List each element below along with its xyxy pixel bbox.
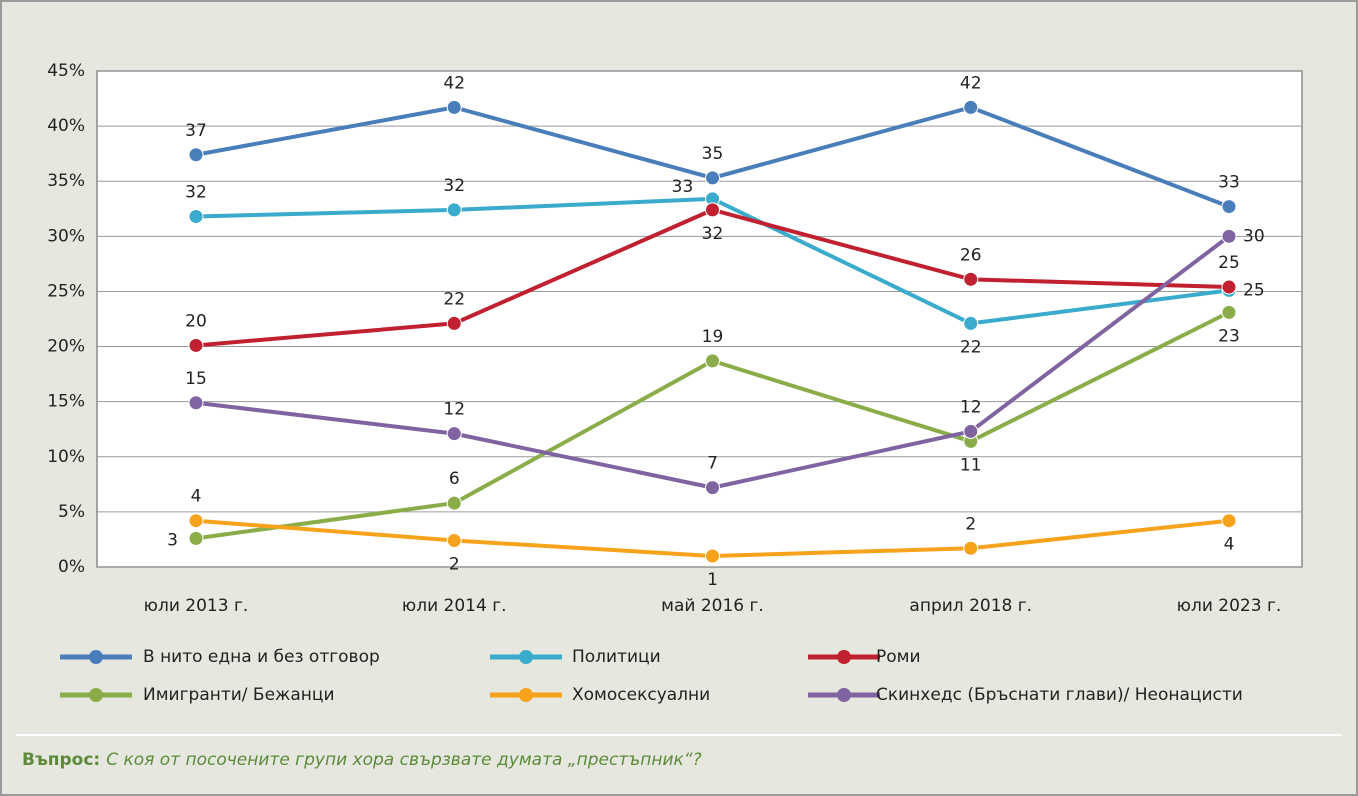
data-label: 20: [185, 311, 207, 331]
data-point: [188, 147, 204, 163]
data-label: 32: [185, 182, 207, 202]
data-label: 32: [443, 176, 465, 196]
data-point: [705, 202, 720, 218]
legend-marker: [519, 688, 533, 702]
data-point: [705, 170, 720, 186]
data-label: 12: [960, 397, 982, 417]
data-point: [446, 426, 462, 442]
data-point: [188, 208, 204, 224]
data-label: 2: [449, 555, 460, 575]
data-point: [705, 480, 720, 496]
data-point: [188, 530, 204, 546]
legend-marker: [89, 688, 103, 702]
data-label: 23: [1218, 326, 1240, 346]
legend-label: Роми: [876, 647, 921, 667]
data-label: 33: [672, 177, 694, 197]
legend-label: Политици: [572, 647, 661, 667]
data-point: [705, 548, 720, 564]
data-point: [446, 533, 462, 549]
data-label: 22: [443, 289, 465, 309]
legend-label: Хомосексуални: [572, 685, 710, 705]
legend-marker: [837, 650, 851, 664]
x-tick-label: април 2018 г.: [909, 596, 1032, 616]
data-point: [446, 495, 462, 511]
y-tick-label: 0%: [58, 557, 85, 577]
data-point: [1221, 228, 1237, 244]
data-label: 3: [167, 530, 178, 550]
data-label: 42: [443, 73, 465, 93]
data-label: 25: [1218, 253, 1240, 273]
data-point: [963, 315, 979, 331]
data-point: [963, 99, 979, 115]
y-tick-label: 25%: [47, 281, 85, 301]
y-tick-label: 35%: [47, 171, 85, 191]
data-point: [188, 513, 204, 529]
data-label: 1: [707, 570, 718, 590]
legend-label: В нито една и без отговор: [143, 647, 380, 667]
note: С коя от посочените групи хора свързвате…: [106, 750, 701, 770]
legend-marker: [519, 650, 533, 664]
data-label: 35: [702, 144, 724, 164]
data-label: 7: [707, 454, 718, 474]
y-tick-label: 40%: [47, 116, 85, 136]
data-label: 32: [702, 224, 724, 244]
data-label: 11: [960, 455, 982, 475]
data-label: 26: [960, 245, 982, 265]
y-tick-label: 5%: [58, 502, 85, 522]
data-label: 12: [443, 400, 465, 420]
data-label: 22: [960, 337, 982, 357]
data-point: [188, 337, 204, 353]
legend-marker: [89, 650, 103, 664]
data-label: 30: [1243, 226, 1265, 246]
data-label: 19: [702, 327, 724, 347]
data-point: [1221, 304, 1237, 320]
data-label: 33: [1218, 173, 1240, 193]
x-tick-label: юли 2023 г.: [1177, 596, 1282, 616]
y-tick-label: 45%: [47, 61, 85, 81]
data-label: 4: [1224, 535, 1235, 555]
data-point: [1221, 513, 1237, 529]
x-tick-label: юли 2013 г.: [144, 596, 249, 616]
data-point: [963, 271, 979, 287]
data-point: [963, 423, 979, 439]
data-label: 2: [965, 514, 976, 534]
y-tick-label: 20%: [47, 337, 85, 357]
data-point: [1221, 199, 1237, 215]
data-point: [1221, 279, 1237, 295]
data-point: [446, 315, 462, 331]
data-label: 15: [185, 369, 207, 389]
y-tick-label: 30%: [47, 226, 85, 246]
data-point: [446, 202, 462, 218]
data-label: 4: [191, 487, 202, 507]
legend-label: Имигранти/ Бежанци: [143, 685, 335, 705]
legend-label: Скинхедс (Бръснати глави)/ Неонацисти: [876, 685, 1243, 705]
data-label: 25: [1243, 280, 1265, 300]
data-point: [705, 353, 720, 369]
y-tick-label: 10%: [47, 447, 85, 467]
x-tick-label: юли 2014 г.: [402, 596, 507, 616]
x-tick-label: май 2016 г.: [661, 596, 764, 616]
data-label: 6: [449, 469, 460, 489]
note-label: Въпрос:: [22, 750, 100, 770]
data-label: 37: [185, 121, 207, 141]
y-tick-label: 15%: [47, 392, 85, 412]
data-point: [446, 99, 462, 115]
legend-marker: [837, 688, 851, 702]
data-label: 42: [960, 73, 982, 93]
data-point: [188, 395, 204, 411]
data-point: [963, 540, 979, 556]
